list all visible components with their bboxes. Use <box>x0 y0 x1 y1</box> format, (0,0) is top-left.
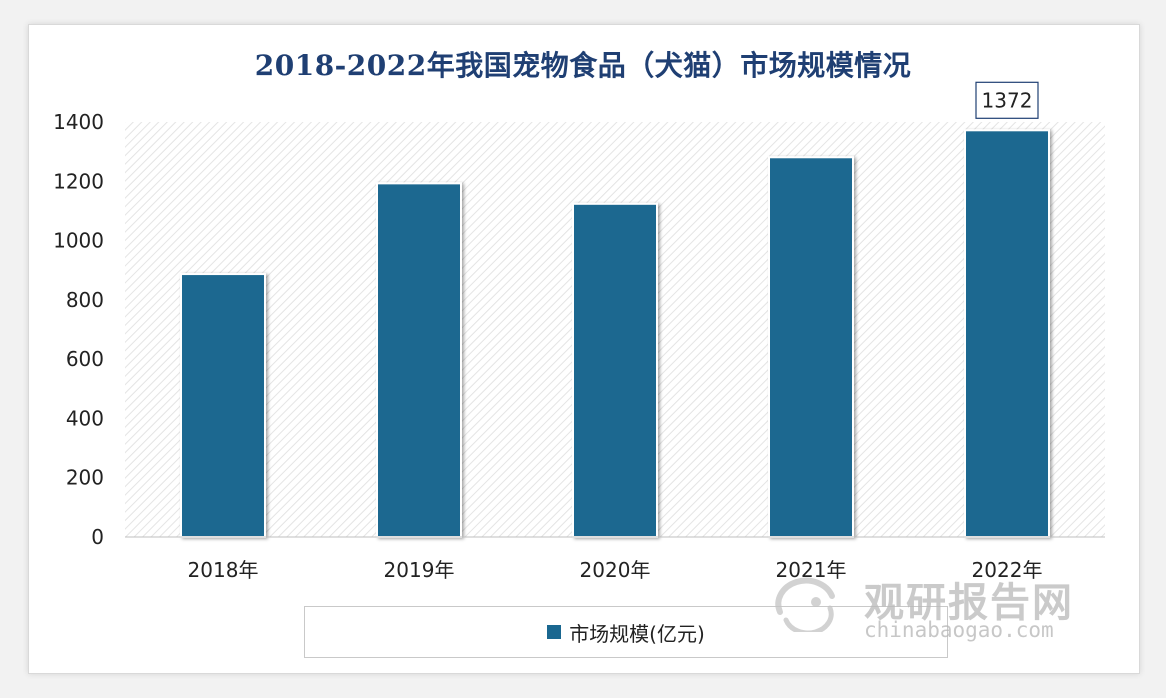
y-tick-label: 0 <box>91 525 104 549</box>
bar <box>768 156 854 538</box>
legend-swatch <box>547 625 562 639</box>
watermark: 观研报告网 chinabaogao.com <box>772 566 1092 646</box>
y-tick-label: 1000 <box>53 229 104 253</box>
bar <box>180 273 266 538</box>
bar-series <box>180 129 1050 539</box>
y-tick-label: 1400 <box>53 110 104 134</box>
y-tick-label: 400 <box>66 406 104 430</box>
x-tick-label: 2018年 <box>188 558 259 582</box>
y-axis: 0 200 400 600 800 1000 1200 1400 <box>53 110 104 549</box>
legend: 市场规模(亿元) <box>304 606 948 658</box>
bar <box>964 129 1050 539</box>
bar <box>376 182 462 538</box>
x-tick-label: 2019年 <box>384 558 455 582</box>
data-label-box <box>975 81 1039 119</box>
x-axis: 2018年 2019年 2020年 2021年 2022年 <box>188 558 1043 582</box>
y-tick-label: 600 <box>66 347 104 371</box>
legend-label: 市场规模(亿元) <box>569 621 705 646</box>
watermark-name: 观研报告网 <box>864 580 1074 626</box>
y-tick-label: 800 <box>66 288 104 312</box>
bar <box>572 202 658 538</box>
watermark-url: chinabaogao.com <box>864 618 1054 642</box>
x-tick-label: 2020年 <box>580 558 651 582</box>
data-labels: 1372 <box>975 81 1039 119</box>
x-tick-label: 2022年 <box>972 558 1043 582</box>
watermark-logo-icon <box>775 577 835 632</box>
y-tick-label: 1200 <box>53 169 104 193</box>
chart-title: 2018-2022年我国宠物食品（犬猫）市场规模情况 <box>254 49 912 82</box>
data-label: 1372 <box>982 88 1033 112</box>
y-tick-label: 200 <box>66 466 104 490</box>
